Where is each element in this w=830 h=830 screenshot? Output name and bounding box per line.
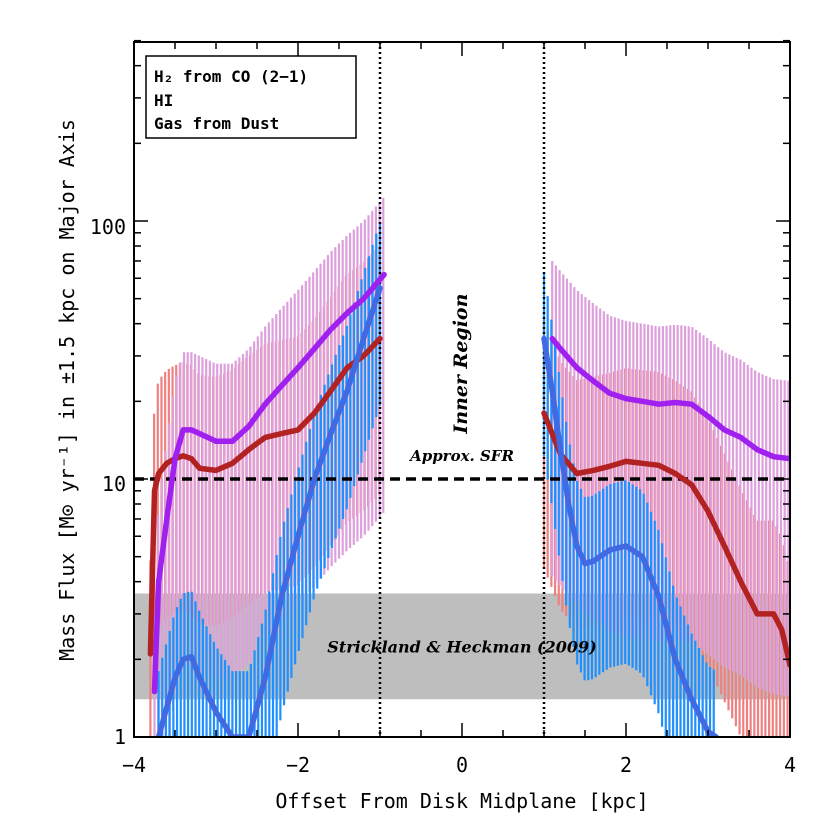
series-line (147, 335, 383, 657)
y-axis-label: Mass Flux [M⊙ yr⁻¹] in ±1.5 kpc on Major… (55, 119, 79, 661)
legend: H₂ from CO (2−1) HI Gas from Dust (145, 55, 357, 139)
legend-entry-h2: H₂ from CO (2−1) (154, 67, 308, 86)
x-tick-label: −4 (122, 753, 146, 777)
series-line (541, 410, 790, 668)
sfr-label: Approx. SFR (408, 447, 514, 465)
series-line (541, 335, 719, 737)
series-line (155, 285, 383, 737)
x-axis-label: Offset From Disk Midplane [kpc] (275, 789, 648, 813)
series-line (549, 335, 790, 462)
series-lines (147, 271, 790, 737)
y-tick-label: 1 (114, 725, 126, 749)
axis-ticks (133, 39, 791, 738)
x-tick-label: 2 (620, 753, 632, 777)
x-tick-label: −2 (286, 753, 310, 777)
legend-entry-dust: Gas from Dust (154, 114, 279, 133)
series-line (151, 271, 387, 695)
legend-entry-hi: HI (154, 91, 173, 110)
strickland-heckman-label: Strickland & Heckman (2009) (327, 637, 596, 656)
legend-box (145, 55, 357, 139)
x-tick-label: 0 (456, 753, 468, 777)
x-tick-label: 4 (784, 753, 796, 777)
y-tick-label: 100 (90, 215, 126, 239)
y-tick-label: 10 (102, 472, 126, 496)
inner-region-label: Inner Region (450, 294, 472, 435)
error-bars (149, 197, 790, 737)
